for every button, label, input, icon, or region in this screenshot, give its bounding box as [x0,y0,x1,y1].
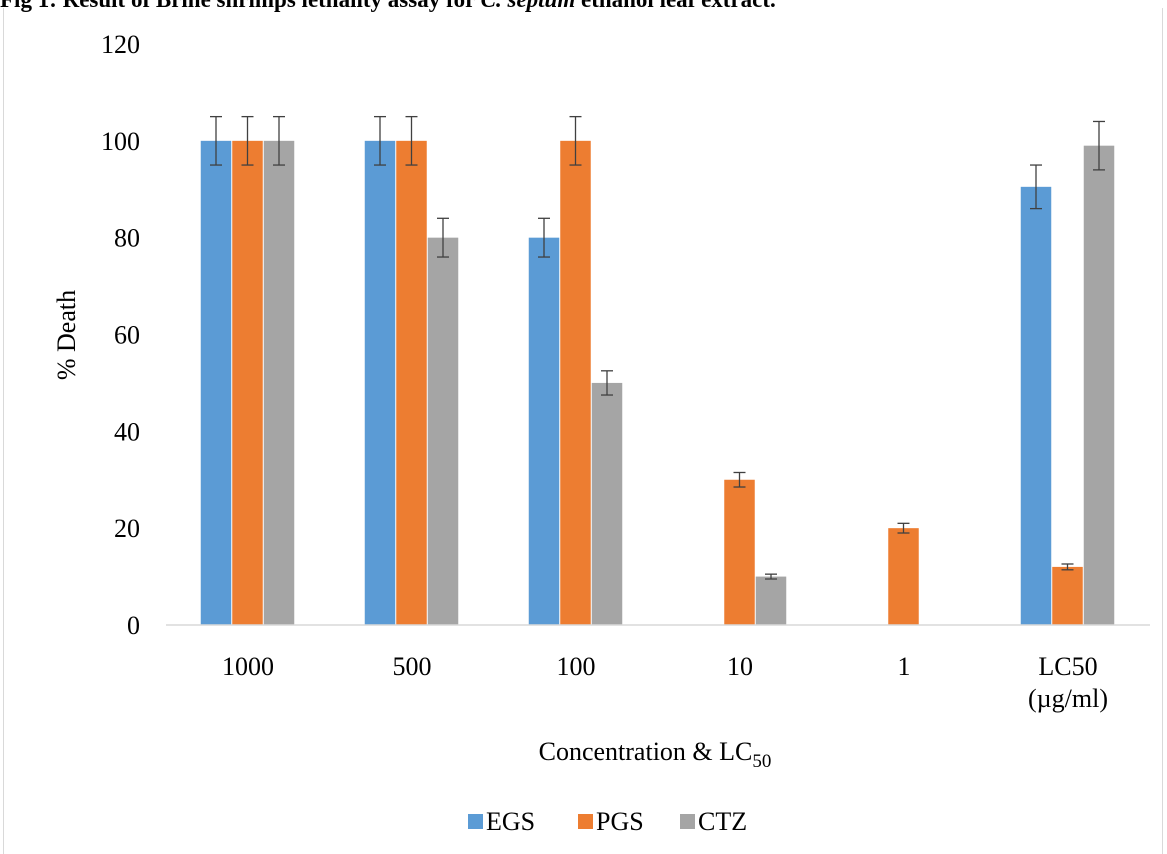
x-tick-label: LC50 [1038,652,1097,681]
x-tick-label: 500 [393,652,432,681]
x-tick-label: 1000 [222,652,274,681]
legend-label-egs: EGS [486,807,535,836]
x-axis-title: Concentration & LC50 [539,737,772,772]
bar-pgs [232,141,263,625]
y-tick-label: 40 [114,417,140,446]
legend: EGS PGS CTZ [468,807,747,836]
x-tick-label: (µg/ml) [1028,684,1108,713]
bar-egs [529,238,560,625]
bar-ctz [264,141,295,625]
bar-ctz [428,238,459,625]
legend-label-ctz: CTZ [698,807,747,836]
bar-pgs [1052,567,1083,625]
x-tick-label: 100 [557,652,596,681]
y-tick-label: 80 [114,224,140,253]
y-axis-title: % Death [52,290,81,380]
bar-ctz [756,577,787,625]
bar-pgs [396,141,427,625]
bar-egs [201,141,232,625]
y-tick-label: 120 [101,30,140,59]
bar-ctz [1084,146,1115,625]
bar-pgs [724,480,755,625]
legend-swatch-ctz [680,814,695,829]
x-axis: 1000 500 100 10 1 LC50 (µg/ml) [222,652,1108,713]
x-axis-title-main: Concentration & LC [539,737,753,766]
y-tick-label: 20 [114,514,140,543]
bars-layer [201,141,1115,625]
error-bars-layer [210,117,1105,579]
y-tick-label: 60 [114,321,140,350]
x-tick-label: 10 [727,652,753,681]
x-tick-label: 1 [898,652,911,681]
bar-ctz [592,383,623,625]
bar-egs [1021,187,1052,625]
bar-pgs [560,141,591,625]
bar-egs [365,141,396,625]
legend-swatch-pgs [578,814,593,829]
legend-label-pgs: PGS [596,807,644,836]
y-tick-label: 0 [127,611,140,640]
y-tick-label: 100 [101,127,140,156]
x-axis-title-subscript: 50 [752,751,771,772]
y-axis: 0 20 40 60 80 100 120 [101,30,140,640]
legend-swatch-egs [468,814,483,829]
bar-pgs [888,528,919,625]
